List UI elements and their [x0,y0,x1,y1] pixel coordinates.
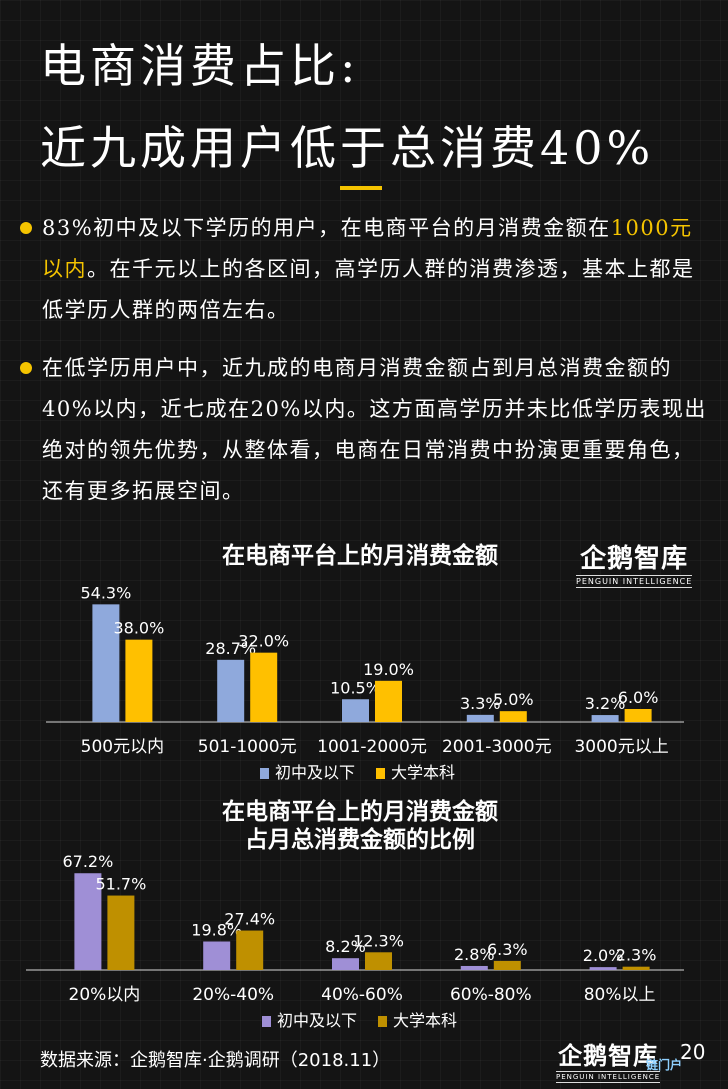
x-tick-label-5: 80%以上 [584,985,656,1005]
bar-1-1 [74,873,102,970]
data-label-2-2: 32.0% [238,632,289,651]
bar-1-5 [589,967,617,970]
data-label-1-5: 2.0% [583,946,624,965]
bullet-text-1: 83%初中及以下学历的用户，在电商平台的月消费金额在1000元以内。在千元以上的… [42,208,710,331]
bullet-dot-icon [20,362,32,374]
data-label-2-4: 5.0% [493,690,534,709]
bar-1-2 [203,941,231,970]
bar-2-1 [107,895,135,970]
bar-2-3 [375,680,402,722]
bullet-1-part2: 。在千元以上的各区间，高学历人群的消费渗透，基本上都是低学历人群的两倍左右。 [42,257,695,322]
data-label-2-5: 2.3% [616,946,657,965]
data-label-1-1: 54.3% [80,583,131,602]
data-label-1-2: 19.8% [191,920,242,939]
logo-subtext: PENGUIN INTELLIGENCE [576,575,693,588]
x-tick-label-3: 40%-60% [321,985,403,1005]
bar-2-1 [125,639,153,722]
legend-swatch-1 [260,768,269,779]
page-title: 电商消费占比: [40,39,360,93]
title-divider [340,186,382,190]
bullet-point-1: 83%初中及以下学历的用户，在电商平台的月消费金额在1000元以内。在千元以上的… [20,208,710,331]
data-label-2-4: 6.3% [487,940,528,959]
chart-1: 54.3% 38.0% 500元以内 28.7%32.0% 501-1000元 10.5%… [46,583,684,782]
x-tick-label-4: 60%-80% [450,985,532,1005]
bar-1-4 [460,965,488,970]
bullet-1-highlight: 1000元以内 [42,216,693,281]
data-label-2-3: 12.3% [353,931,404,950]
logo-text: 企鹅智库 [580,544,689,574]
data-label-1-4: 3.3% [460,694,501,713]
data-label-1-3: 10.5% [330,678,381,697]
bar-1-5 [591,715,619,722]
bar-2-4 [493,960,521,970]
page-subtitle: 近九成用户低于总消费40% [40,121,655,175]
legend-label-2: 大学本科 [393,1011,457,1030]
bar-2-2 [250,652,278,722]
penguin-logo: 企鹅智库 PENGUIN INTELLIGENCE [576,538,693,588]
x-tick-label-3: 1001-2000元 [317,737,427,757]
footer-logo-subtext: PENGUIN INTELLIGENCE [556,1071,661,1083]
data-label-2-1: 38.0% [113,619,164,638]
bullet-1-part1: 83%初中及以下学历的用户，在电商平台的月消费金额在 [42,216,611,240]
chart-2: 67.2% 51.7% 20%以内 19.8%27.4% 20%-40% 8.2%12.3… [26,852,684,1030]
footer-logo-text: 企鹅智库 [558,1042,659,1070]
data-label-1-5: 3.2% [585,694,626,713]
bar-2-4 [499,711,527,722]
chart-2-title: 在电商平台上的月消费金额 占月总消费金额的比例 [130,798,590,854]
bar-1-3 [332,958,359,970]
legend-swatch-2 [376,768,385,779]
bar-2-5 [622,966,650,970]
bar-1-2 [217,659,245,722]
bullet-text-2: 在低学历用户中，近九成的电商月消费金额占到月总消费金额的40%以内，近七成在20… [42,356,707,503]
data-label-2-1: 51.7% [95,875,146,894]
chart-2-title-line-1: 在电商平台上的月消费金额 [222,799,498,825]
data-label-2-5: 6.0% [618,688,659,707]
bar-2-3 [365,952,392,970]
data-label-2-2: 27.4% [224,910,275,929]
page-number: 20 [680,1040,706,1064]
x-tick-label-1: 500元以内 [81,737,164,757]
legend-label-1: 初中及以下 [275,763,355,782]
x-tick-label-1: 20%以内 [69,985,141,1005]
data-label-1-4: 2.8% [454,945,495,964]
data-source: 数据来源：企鹅智库·企鹅调研（2018.11） [40,1050,391,1071]
bar-2-5 [624,709,652,722]
bullet-point-2: 在低学历用户中，近九成的电商月消费金额占到月总消费金额的40%以内，近七成在20… [20,348,710,512]
data-label-1-2: 28.7% [205,639,256,658]
data-label-1-1: 67.2% [62,852,113,871]
x-tick-label-4: 2001-3000元 [442,737,552,757]
bar-1-4 [466,714,494,722]
x-tick-label-2: 20%-40% [192,985,274,1005]
chart-1-title: 在电商平台上的月消费金额 [222,543,498,569]
legend-label-2: 大学本科 [391,763,455,782]
watermark: 链门户 [646,1058,683,1072]
x-tick-label-5: 3000元以上 [574,737,668,757]
legend-swatch-2 [378,1016,387,1027]
legend-label-1: 初中及以下 [277,1011,357,1030]
bullet-dot-icon [20,222,32,234]
bar-1-3 [342,699,369,722]
bar-2-2 [236,930,264,970]
bar-1-1 [92,604,120,722]
x-tick-label-2: 501-1000元 [198,737,297,757]
data-label-1-3: 8.2% [325,937,366,956]
chart-2-title-line-2: 占月总消费金额的比例 [245,827,475,853]
footer-penguin-logo: 企鹅智库 PENGUIN INTELLIGENCE [556,1036,661,1083]
legend-swatch-1 [262,1016,271,1027]
data-label-2-3: 19.0% [363,660,414,679]
